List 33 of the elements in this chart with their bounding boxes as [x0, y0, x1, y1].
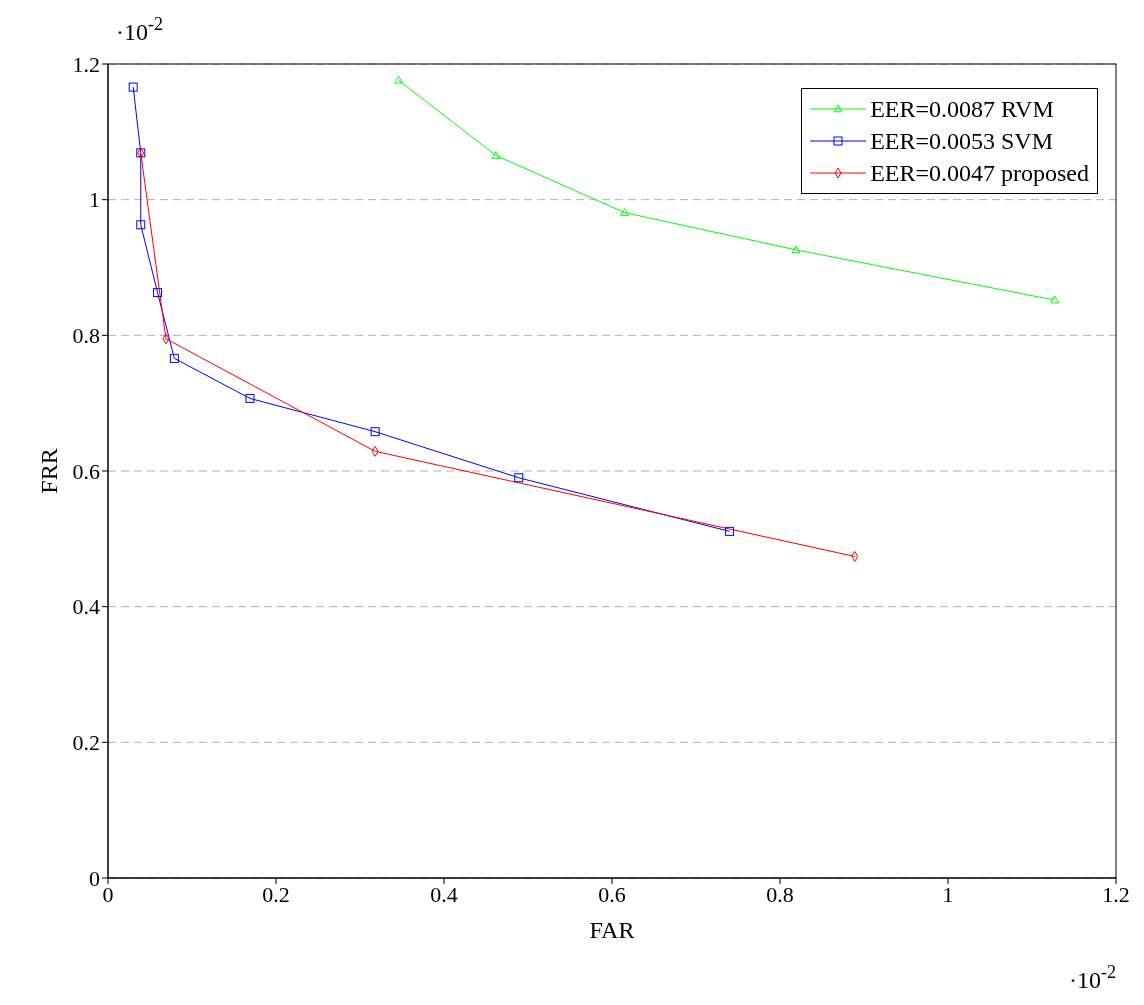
point [153, 288, 163, 298]
x-tick-label: 0.4 [430, 881, 458, 907]
x-tick-label: 0.2 [262, 881, 290, 907]
text: ·10$^{-2}$ [1069, 962, 1116, 993]
point [791, 245, 801, 254]
x-tick-label: 1.2 [1102, 881, 1130, 907]
x-tick-label: 1 [942, 881, 954, 907]
text: ·10$^{-2}$ [116, 14, 163, 45]
point [136, 220, 146, 230]
point [514, 473, 524, 483]
x-tick-label: 0.6 [598, 881, 626, 907]
y-tick-label: 0.8 [72, 323, 100, 349]
point [491, 151, 501, 159]
point [128, 82, 138, 92]
point [169, 353, 179, 363]
legend-label: EER=0.0047 proposed [870, 159, 1089, 188]
y-tick-label: 1 [89, 187, 100, 213]
y-tick-label: 0.4 [72, 594, 100, 620]
point [394, 75, 404, 84]
point [725, 526, 735, 536]
x-axis-title: FAR [589, 917, 635, 943]
y-tick-label: 0 [89, 865, 100, 891]
legend-label: EER=0.0053 SVM [870, 127, 1054, 156]
y-tick-label: 0.2 [72, 730, 100, 756]
point [370, 427, 380, 437]
point [620, 208, 630, 216]
y-tick-label: 1.2 [72, 51, 100, 77]
y-tick-label: 0.6 [72, 458, 100, 484]
legend-label: EER=0.0087 RVM [870, 95, 1054, 124]
point [1050, 295, 1060, 304]
y-axis-title: FRR [35, 448, 62, 494]
point [245, 393, 255, 403]
x-tick-label: 0.8 [766, 881, 794, 907]
